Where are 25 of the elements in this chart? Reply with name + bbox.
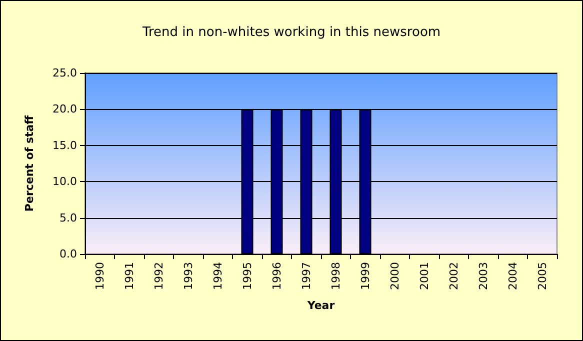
- y-axis-title: Percent of staff: [23, 115, 36, 212]
- x-tick-label: 1995: [240, 262, 254, 290]
- x-tick-label: 1998: [329, 262, 342, 290]
- x-tick-label: 1996: [270, 262, 284, 290]
- y-tick-label: 20.0: [52, 102, 77, 116]
- x-tick-label: 2002: [447, 262, 460, 290]
- y-tick-label: 25.0: [52, 66, 77, 80]
- x-tick-label: 1993: [182, 262, 195, 290]
- chart-title: Trend in non-whites working in this newsroom: [141, 25, 441, 40]
- x-tick-label: 1991: [122, 262, 136, 290]
- y-tick-label: 0.0: [60, 248, 77, 260]
- x-tick-label: 2004: [506, 262, 520, 290]
- x-tick-label: 1994: [211, 262, 224, 290]
- y-tick-label: 15.0: [52, 138, 77, 152]
- x-tick-label: 1999: [358, 262, 372, 290]
- y-tick-label: 5.0: [60, 211, 77, 224]
- x-tick-label: 2005: [536, 262, 549, 290]
- x-tick-label: 1990: [93, 262, 106, 290]
- y-tick-label: 10.0: [52, 175, 77, 188]
- x-tick-label: 1997: [300, 262, 313, 290]
- x-tick-label: 2003: [476, 262, 490, 290]
- x-tick-label: 2001: [418, 262, 431, 290]
- x-axis-title: Year: [306, 299, 336, 312]
- x-tick-label: 1992: [152, 262, 166, 290]
- x-tick-label: 2000: [388, 262, 402, 290]
